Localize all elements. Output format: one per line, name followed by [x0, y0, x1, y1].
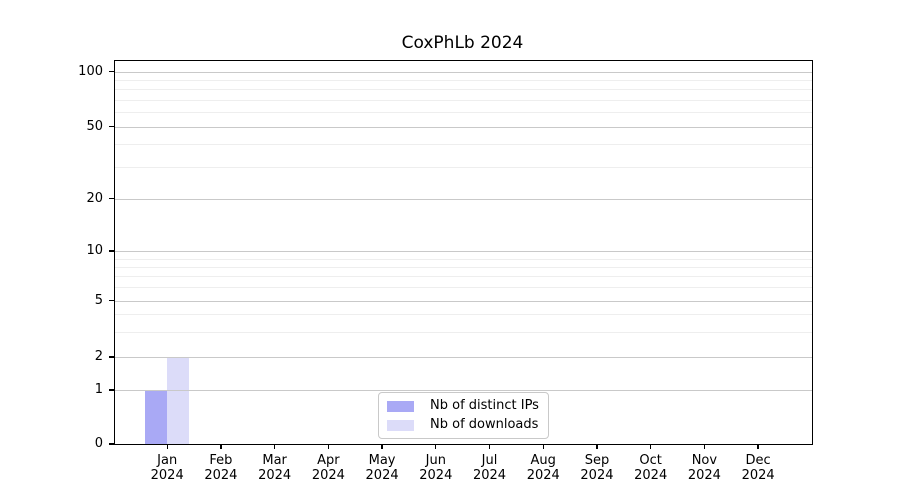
x-tick-mark: [435, 444, 437, 449]
minor-gridline: [115, 287, 812, 289]
legend-label-downloads: Nb of downloads: [430, 417, 539, 432]
y-tick-label: 0: [94, 436, 103, 451]
y-tick-label: 1: [94, 382, 103, 397]
x-tick-mark: [166, 444, 168, 449]
month-label: Mar: [262, 453, 287, 468]
y-tick-mark: [109, 250, 114, 252]
x-tick-label: Feb 2024: [189, 453, 253, 483]
y-tick-mark: [109, 125, 114, 128]
month-label: Apr: [317, 453, 340, 468]
distinct-ips-swatch: [387, 400, 414, 412]
minor-gridline: [115, 89, 812, 91]
minor-gridline: [115, 314, 812, 316]
downloads-swatch: [387, 419, 414, 431]
minor-gridline: [115, 258, 812, 260]
minor-gridline: [115, 79, 812, 81]
major-gridline: [115, 198, 812, 200]
year-label: 2024: [150, 468, 184, 483]
legend-label-distinct-ips: Nb of distinct IPs: [430, 398, 539, 413]
x-tick-label: Jan 2024: [135, 453, 199, 483]
month-label: Oct: [639, 453, 662, 468]
chart-title: CoxPhLb 2024: [401, 33, 524, 53]
x-tick-mark: [649, 444, 652, 449]
year-label: 2024: [580, 468, 614, 483]
legend-row-distinct-ips: Nb of distinct IPs: [387, 398, 539, 414]
year-label: 2024: [311, 468, 345, 483]
year-label: 2024: [472, 468, 507, 483]
major-gridline: [115, 71, 812, 73]
year-label: 2024: [687, 468, 721, 483]
year-label: 2024: [258, 468, 292, 483]
bar-nb-of-downloads: [167, 357, 190, 444]
x-tick-mark: [757, 444, 759, 449]
major-gridline: [115, 357, 812, 358]
year-label: 2024: [419, 468, 453, 483]
y-tick-label: 20: [86, 190, 103, 206]
month-label: May: [368, 453, 396, 468]
x-tick-label: Jun 2024: [404, 453, 468, 483]
minor-gridline: [115, 331, 812, 333]
y-tick-label: 100: [78, 63, 103, 79]
legend-row-downloads: Nb of downloads: [387, 417, 539, 433]
year-label: 2024: [526, 468, 560, 483]
minor-gridline: [115, 112, 812, 114]
minor-gridline: [115, 276, 812, 278]
month-label: Dec: [745, 453, 771, 468]
month-label: Jul: [481, 453, 498, 468]
month-label: Feb: [209, 453, 233, 468]
y-tick-label: 5: [94, 292, 103, 308]
x-tick-label: May 2024: [350, 453, 414, 483]
plot-area: 0 1 2 5 10 20 50 100 Jan 2024 Feb 2024 Mar 2024 Apr 20…: [78, 60, 813, 483]
x-tick-label: Aug 2024: [511, 453, 575, 483]
month-label: Nov: [691, 453, 718, 468]
month-label: Sep: [584, 453, 610, 468]
x-tick-mark: [596, 444, 598, 449]
y-tick-label: 10: [86, 243, 103, 258]
y-tick-mark: [109, 389, 114, 391]
minor-gridline: [115, 266, 812, 268]
y-tick-mark: [109, 299, 114, 302]
month-label: Jun: [425, 453, 446, 468]
month-label: Aug: [530, 453, 556, 468]
x-tick-mark: [327, 444, 330, 449]
x-tick-mark: [488, 444, 491, 449]
x-tick-label: Jul 2024: [458, 453, 522, 483]
minor-gridline: [115, 99, 812, 101]
bar-nb-of-distinct-ips: [145, 390, 168, 444]
x-tick-mark: [273, 444, 276, 449]
y-tick-mark: [109, 356, 114, 358]
year-label: 2024: [634, 468, 668, 483]
x-tick-label: Apr 2024: [296, 453, 360, 483]
y-tick-mark: [109, 70, 114, 73]
x-tick-label: Nov 2024: [672, 453, 736, 483]
year-label: 2024: [204, 468, 238, 483]
y-tick-label: 2: [94, 349, 103, 364]
y-tick-mark: [109, 443, 114, 445]
year-label: 2024: [365, 468, 399, 483]
x-tick-mark: [220, 444, 222, 449]
x-tick-label: Oct 2024: [619, 453, 683, 483]
y-tick-mark: [109, 197, 114, 200]
minor-gridline: [115, 144, 812, 146]
month-label: Jan: [157, 453, 178, 468]
major-gridline: [115, 251, 812, 252]
legend: Nb of distinct IPs Nb of downloads: [378, 392, 549, 439]
major-gridline: [115, 126, 812, 128]
year-label: 2024: [741, 468, 775, 483]
x-tick-label: Dec 2024: [726, 453, 790, 483]
minor-gridline: [115, 166, 812, 168]
x-tick-label: Sep 2024: [565, 453, 629, 483]
major-gridline: [115, 300, 812, 302]
x-tick-mark: [381, 444, 383, 449]
x-tick-mark: [542, 444, 544, 449]
x-tick-mark: [703, 444, 706, 449]
y-tick-label: 50: [86, 118, 103, 134]
x-tick-label: Mar 2024: [243, 453, 307, 483]
major-gridline: [115, 390, 812, 391]
